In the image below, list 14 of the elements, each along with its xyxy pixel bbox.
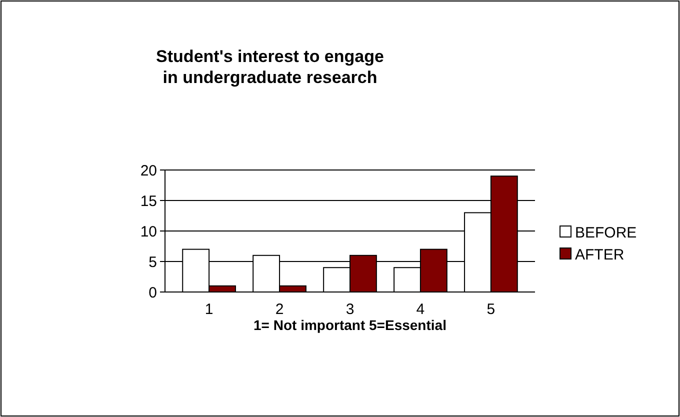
chart-title: Student's interest to engage in undergraduate research	[156, 47, 384, 87]
x-tick-label: 3	[346, 301, 354, 318]
y-tick-label: 0	[148, 284, 157, 302]
x-axis-title: 1= Not important 5=Essential	[254, 317, 446, 333]
y-tick-label: 20	[140, 162, 157, 180]
legend-label: BEFORE	[575, 224, 637, 242]
y-tick-label: 5	[148, 254, 157, 271]
x-tick-label: 2	[275, 301, 284, 318]
x-tick-label: 4	[416, 301, 425, 318]
y-tick-label: 15	[140, 192, 157, 210]
y-tick-label: 10	[140, 223, 157, 240]
legend-label: AFTER	[575, 246, 624, 264]
x-tick-label: 5	[486, 301, 496, 318]
x-tick-label: 1	[204, 301, 214, 318]
